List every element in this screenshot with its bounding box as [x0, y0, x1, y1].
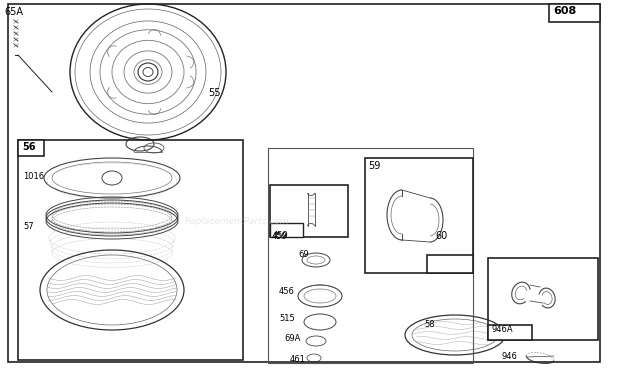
Bar	[488, 258, 598, 340]
Bar	[18, 140, 44, 156]
Text: 461: 461	[290, 355, 306, 364]
Text: 57: 57	[23, 222, 33, 231]
Text: 946A: 946A	[491, 325, 513, 334]
Text: 515: 515	[279, 314, 294, 323]
Text: 456: 456	[279, 287, 295, 296]
Text: 60: 60	[435, 231, 447, 241]
Bar	[270, 223, 303, 237]
Bar	[365, 158, 473, 273]
Bar	[18, 140, 243, 360]
Bar	[427, 255, 473, 273]
Text: 459: 459	[273, 231, 289, 240]
Text: 69A: 69A	[284, 334, 300, 343]
Text: 69: 69	[298, 250, 309, 259]
Bar	[488, 325, 532, 340]
Bar	[270, 185, 348, 237]
Text: 1016: 1016	[23, 172, 44, 181]
Text: 459: 459	[272, 232, 288, 241]
Text: 946: 946	[502, 352, 518, 361]
Text: 608: 608	[553, 6, 576, 16]
Text: 58: 58	[424, 320, 435, 329]
Text: 59: 59	[368, 161, 381, 171]
Text: 55: 55	[208, 88, 221, 98]
Bar	[549, 4, 600, 22]
Bar	[268, 148, 473, 363]
Text: 56: 56	[22, 142, 35, 152]
Text: 65A: 65A	[4, 7, 23, 17]
Text: ReplacementParts.com: ReplacementParts.com	[185, 217, 290, 226]
